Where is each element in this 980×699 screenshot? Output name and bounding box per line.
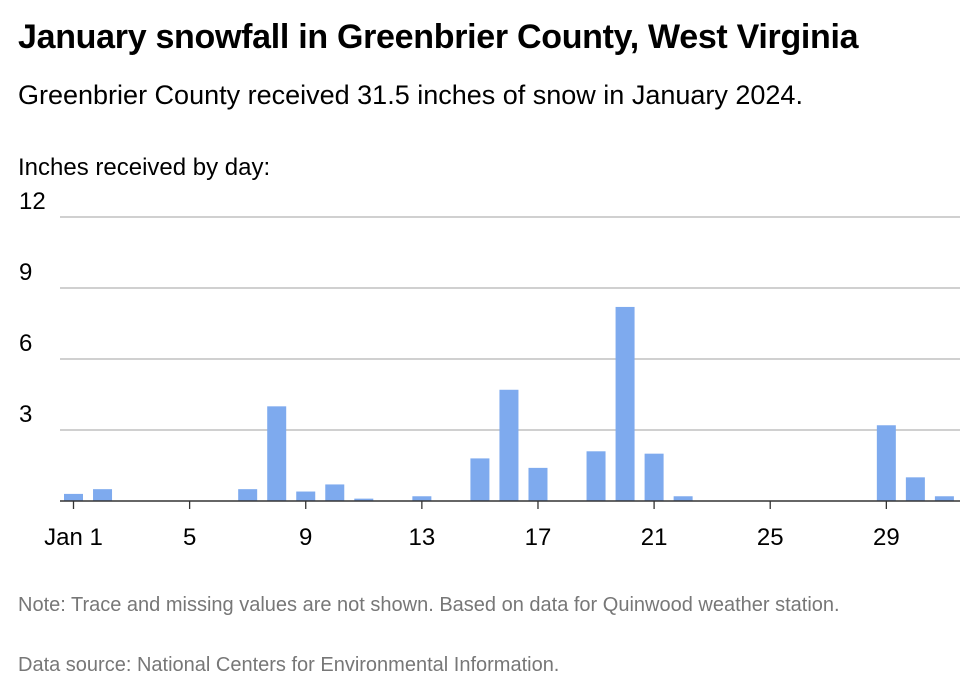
bar-day-21 (644, 453, 664, 501)
bar-day-16 (499, 389, 519, 501)
x-tick-label: 9 (299, 524, 312, 551)
bar-day-8 (267, 406, 287, 501)
x-tick-label: 5 (183, 524, 196, 551)
x-tick-label: 29 (873, 524, 900, 551)
bar-day-22 (673, 496, 693, 501)
bar-day-2 (93, 489, 113, 501)
y-axis-label: Inches received by day: (18, 154, 271, 181)
bar-day-17 (528, 467, 548, 501)
bar-day-7 (238, 489, 258, 501)
bar-day-13 (412, 496, 432, 501)
bar-day-1 (64, 493, 83, 501)
x-tick-label: 13 (409, 524, 436, 551)
gridlines (60, 216, 960, 431)
y-tick-labels: 3 6 9 12 (19, 188, 46, 428)
y-tick-label: 3 (19, 401, 32, 428)
bar-day-19 (586, 451, 606, 501)
x-tick-label: 25 (757, 524, 784, 551)
data-source: Data source: National Centers for Enviro… (18, 654, 560, 676)
chart-subtitle: Greenbrier County received 31.5 inches o… (18, 80, 803, 110)
chart-title: January snowfall in Greenbrier County, W… (18, 18, 859, 56)
bar-day-11 (354, 498, 374, 501)
bar-day-10 (325, 484, 345, 501)
bars (64, 306, 954, 501)
bar-day-30 (905, 477, 925, 501)
bar-day-29 (876, 425, 896, 501)
x-tick-label: 17 (525, 524, 552, 551)
y-tick-label: 12 (19, 188, 46, 215)
x-ticks: Jan 1 5 9 13 17 21 25 29 (44, 501, 900, 551)
x-tick-label: Jan 1 (44, 524, 103, 551)
bar-day-31 (934, 496, 954, 501)
snowfall-bar-chart: 3 6 9 12 Jan 1 5 9 13 17 21 25 29 (19, 188, 960, 551)
y-tick-label: 9 (19, 259, 32, 286)
bar-day-20 (615, 306, 635, 501)
x-tick-label: 21 (641, 524, 668, 551)
footnote: Note: Trace and missing values are not s… (18, 594, 840, 616)
y-tick-label: 6 (19, 330, 32, 357)
bar-day-9 (296, 491, 316, 501)
bar-day-15 (470, 458, 490, 501)
